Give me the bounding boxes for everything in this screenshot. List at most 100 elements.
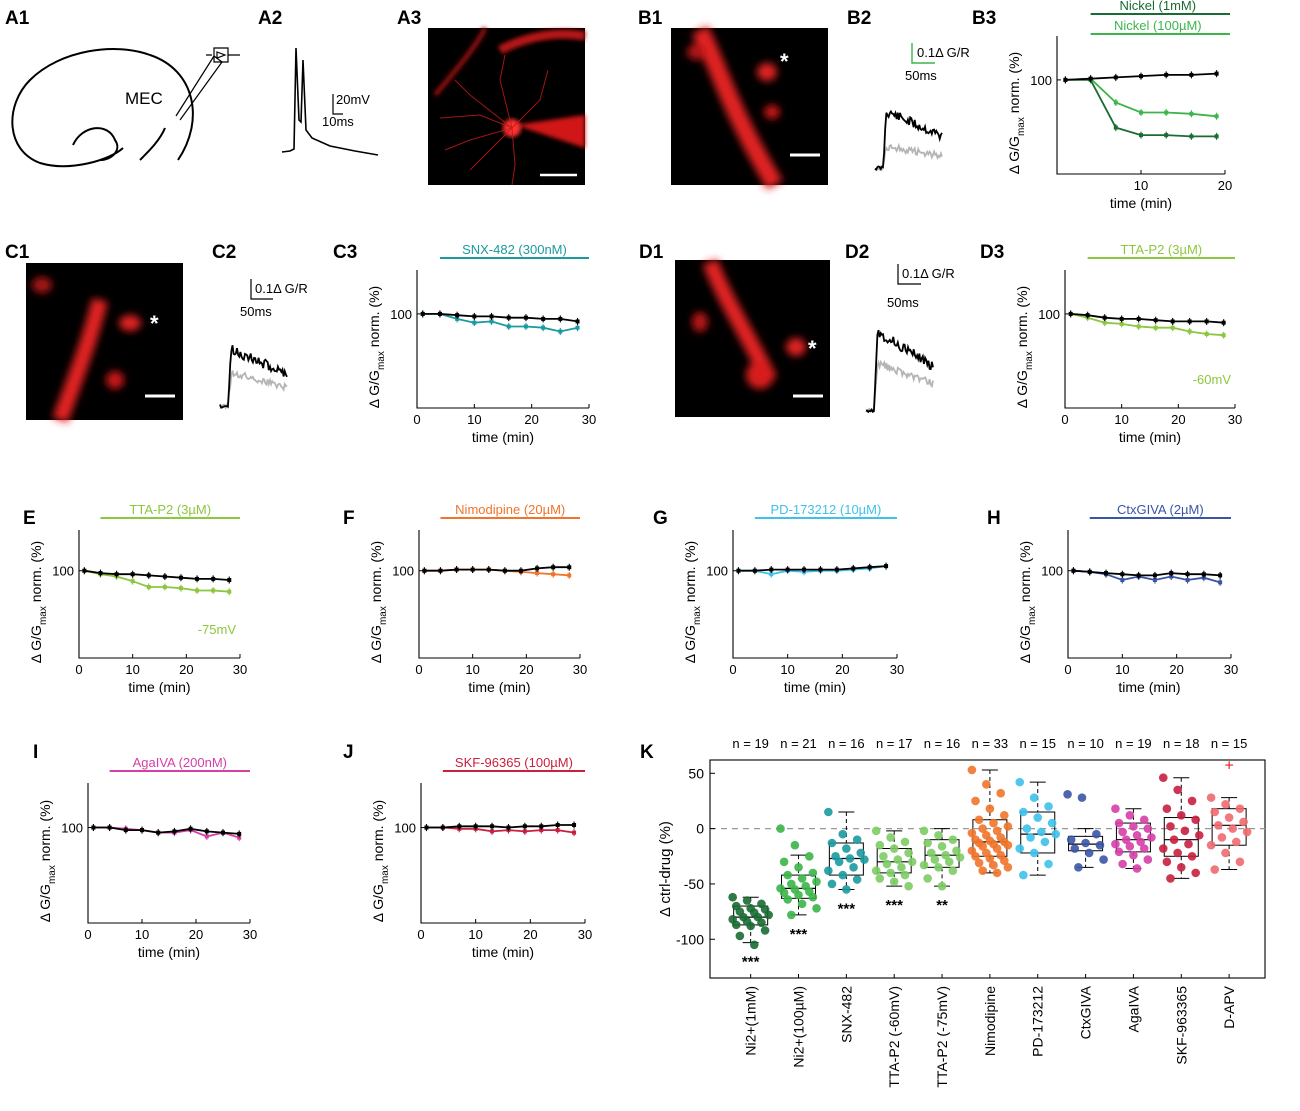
data-point [156, 830, 161, 835]
category-label: SNX-482 [838, 986, 854, 1043]
trace-drug [865, 359, 934, 413]
data-point [195, 588, 200, 593]
data-point [1077, 793, 1087, 802]
data-point [567, 573, 572, 578]
data-point [834, 857, 844, 867]
data-point [989, 818, 998, 828]
data-point [1139, 133, 1143, 138]
series-line [422, 312, 578, 333]
xtick-label: 10 [467, 412, 481, 427]
data-point [1092, 829, 1101, 839]
data-point [996, 788, 1005, 798]
data-point [1221, 799, 1230, 809]
data-point [437, 311, 442, 316]
data-point [749, 940, 759, 950]
data-point [971, 851, 980, 861]
ytick-label: 100 [1030, 73, 1052, 88]
data-point [1121, 835, 1131, 844]
data-point [98, 571, 103, 576]
data-point [897, 863, 906, 872]
box-group: n = 18 SKF-963365 [1158, 736, 1204, 1065]
data-point [860, 855, 869, 864]
data-point [551, 572, 556, 577]
data-point [797, 899, 807, 909]
panel-label-A1: A1 [5, 8, 30, 29]
data-point [473, 824, 478, 829]
data-point [1184, 839, 1193, 849]
data-point [1102, 320, 1107, 325]
box-group: n = 21 *** Ni2+(100µM) [776, 736, 821, 1068]
data-point [900, 837, 910, 847]
data-point [1187, 329, 1192, 334]
data-point [989, 860, 998, 870]
n-label: n = 21 [780, 736, 817, 751]
data-point [1139, 815, 1149, 825]
panel-label-A3: A3 [397, 8, 421, 29]
data-point [1129, 850, 1138, 860]
data-point [1173, 848, 1182, 858]
data-point [1164, 110, 1169, 115]
category-label: PD-173212 [1030, 986, 1046, 1057]
holding-potential-label: -75mV [198, 622, 237, 637]
data-point [1119, 321, 1124, 326]
data-point [941, 850, 950, 860]
data-point [790, 840, 800, 850]
panel-label-G: G [653, 508, 668, 529]
data-point [490, 829, 495, 834]
data-point [506, 825, 511, 830]
data-point [1087, 569, 1092, 574]
box-group: n = 10 CtxGIVA [1063, 736, 1108, 1039]
k-ytick-label: -50 [684, 876, 704, 892]
box-group: n = 15 PD-173212 [1015, 736, 1061, 1057]
data-point [824, 807, 833, 817]
data-point [1136, 316, 1141, 321]
data-point [886, 868, 895, 878]
data-point [539, 824, 544, 829]
data-point [470, 567, 475, 572]
box-group: n = 33 Nimodipine [967, 736, 1013, 1056]
panel-label-H: H [987, 508, 1001, 529]
data-point [1187, 796, 1197, 806]
ytick-label: 100 [390, 307, 412, 322]
data-point [1119, 316, 1124, 321]
timecourse-E: 100 0 10 20 30 time (min) Δ G/Gmax norm. (%) TT… [28, 502, 247, 695]
drug-label: Nimodipine (20µM) [455, 502, 565, 517]
boxplot-K: -100 -50 0 50 Δ ctrl-drug (%) n = 19 *** Ni2+(1… [657, 736, 1266, 1088]
data-point [1132, 864, 1142, 873]
data-point [728, 892, 737, 902]
k-ytick-label: 0 [696, 821, 704, 837]
data-point [904, 881, 913, 891]
data-point [1210, 865, 1220, 874]
spine-asterisk-d1: * [808, 336, 817, 361]
data-point [558, 329, 563, 334]
outlier-marker: + [1224, 758, 1233, 775]
data-point [1206, 793, 1216, 802]
data-point [558, 316, 563, 321]
data-point [1221, 848, 1230, 858]
n-label: n = 15 [1019, 736, 1056, 751]
data-point [1228, 824, 1238, 833]
data-point [1019, 870, 1028, 880]
data-point [1191, 868, 1200, 878]
y-axis-label: Δ G/Gmax norm. (%) [37, 800, 58, 922]
xtick-label: 20 [1218, 178, 1232, 193]
data-point [1136, 837, 1145, 847]
data-point [457, 824, 462, 829]
scalebar-c2 [250, 279, 273, 300]
data-point [454, 567, 459, 572]
data-point [797, 874, 807, 883]
series-line [426, 826, 575, 834]
data-point [1015, 844, 1025, 853]
spine-asterisk-b1: * [780, 49, 789, 74]
data-point [523, 324, 528, 329]
data-point [985, 804, 995, 813]
data-point [948, 866, 958, 875]
data-point [1113, 75, 1118, 80]
data-point [1147, 833, 1156, 842]
drug-label: AgaIVA (200nM) [133, 755, 227, 770]
data-point [802, 567, 807, 572]
data-point [1095, 840, 1105, 850]
data-point [882, 859, 892, 869]
data-point [944, 857, 954, 867]
data-point [919, 860, 929, 870]
